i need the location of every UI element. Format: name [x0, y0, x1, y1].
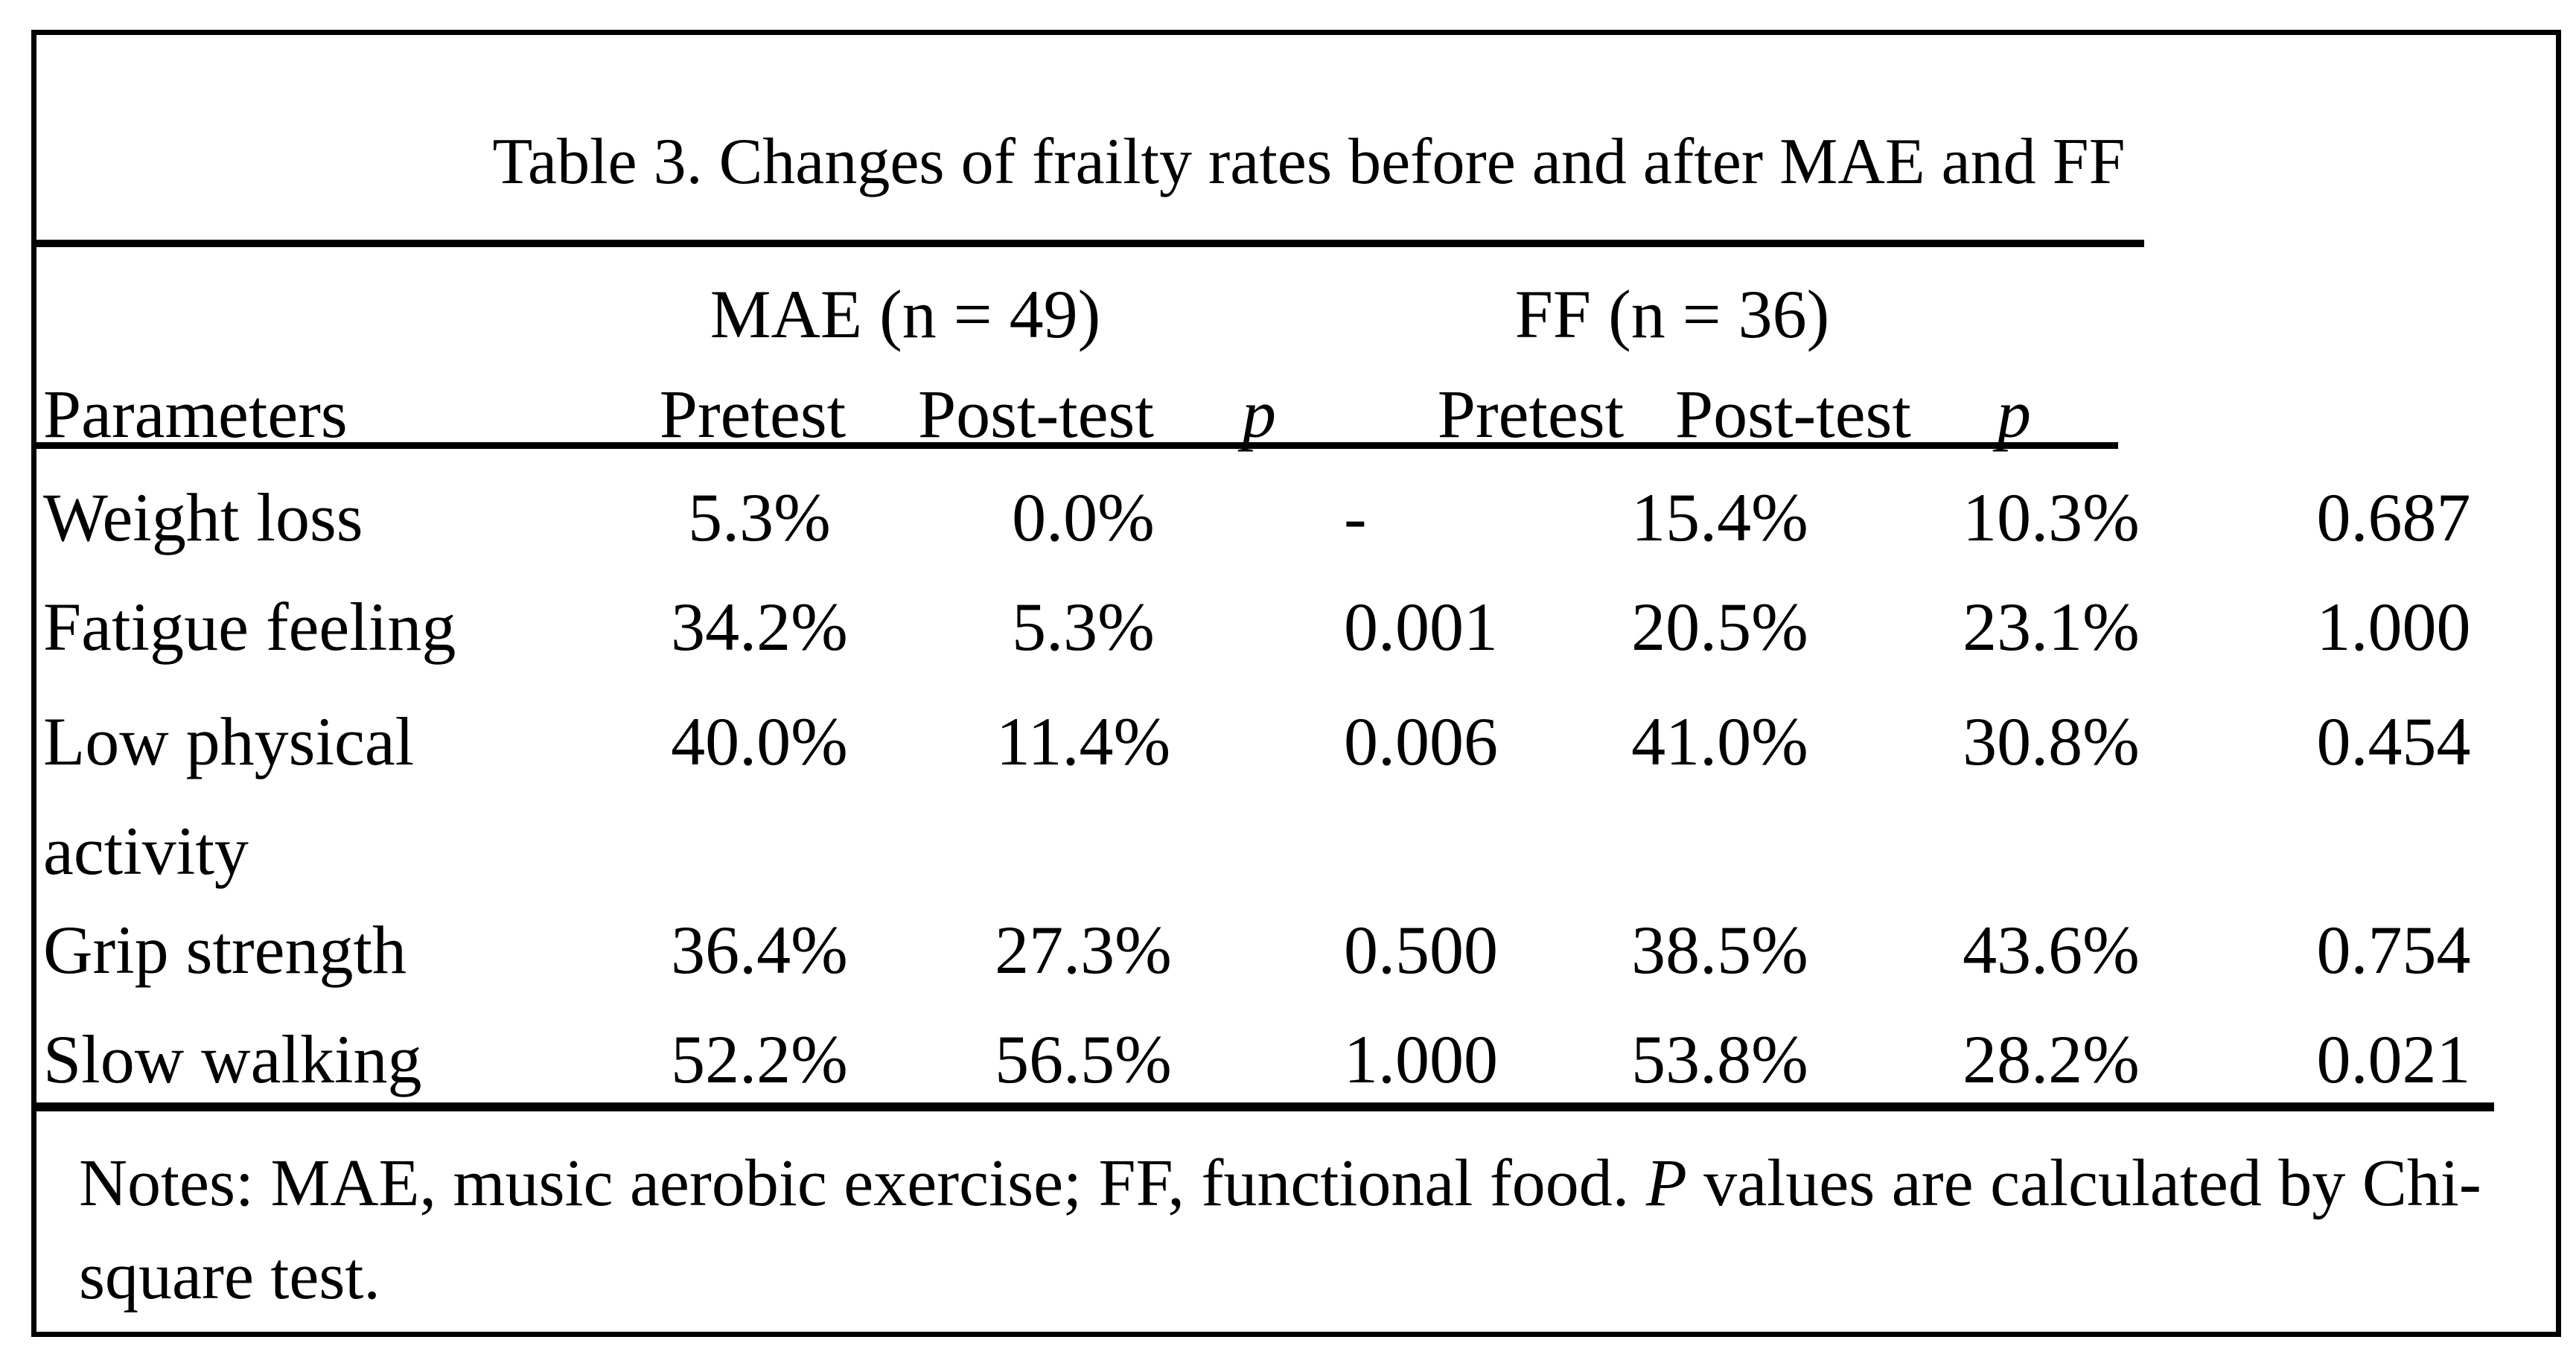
cell-ff-posttest: 10.3% [1963, 479, 2140, 555]
cell-ff-p: 0.454 [2316, 703, 2471, 779]
table-row: Weight loss 5.3% 0.0% - 15.4% 10.3% 0.68… [0, 463, 2576, 572]
group-header-mae: MAE (n = 49) [710, 276, 1101, 352]
notes-text: Notes: MAE, music aerobic exercise; FF, … [79, 1146, 1646, 1220]
table-row: Low physical activity 40.0% 11.4% 0.006 … [0, 687, 2576, 889]
header-rule [31, 442, 2118, 449]
cell-mae-p: 0.001 [1344, 589, 1498, 665]
col-header-posttest-mae: Post-test [918, 376, 1154, 452]
title-rule [31, 240, 2144, 247]
notes-p-italic: P [1645, 1146, 1687, 1220]
notes-line-2: square test. [79, 1221, 2536, 1332]
cell-mae-pretest: 34.2% [671, 589, 848, 665]
table-title: Table 3. Changes of frailty rates before… [492, 126, 2126, 198]
col-header-parameters: Parameters [43, 376, 348, 452]
cell-mae-posttest: 11.4% [995, 703, 1171, 779]
group-header-ff: FF (n = 36) [1514, 276, 1830, 352]
cell-ff-p: 0.687 [2316, 479, 2471, 555]
cell-mae-pretest: 5.3% [688, 479, 831, 555]
col-header-posttest-ff: Post-test [1675, 376, 1911, 452]
notes-text: square test. [79, 1239, 380, 1313]
cell-ff-pretest: 41.0% [1631, 703, 1808, 779]
table-outer-border [31, 30, 2561, 1337]
row-label: Slow walking [43, 1021, 422, 1097]
cell-ff-pretest: 38.5% [1631, 912, 1808, 988]
cell-ff-posttest: 43.6% [1963, 912, 2140, 988]
table-row: Fatigue feeling 34.2% 5.3% 0.001 20.5% 2… [0, 572, 2576, 682]
row-label: Fatigue feeling [43, 589, 456, 665]
cell-mae-p: - [1344, 479, 1367, 555]
cell-mae-posttest: 5.3% [1012, 589, 1155, 665]
row-label: Grip strength [43, 912, 407, 988]
notes-text: values are calculated by Chi- [1686, 1146, 2481, 1220]
cell-ff-p: 0.754 [2316, 912, 2471, 988]
col-header-pretest-ff: Pretest [1437, 376, 1625, 452]
col-header-p-mae: p [1242, 376, 1276, 452]
cell-ff-p: 0.021 [2316, 1021, 2471, 1097]
cell-mae-pretest: 52.2% [671, 1021, 848, 1097]
cell-mae-posttest: 0.0% [1012, 479, 1155, 555]
col-header-p-ff: p [1997, 376, 2031, 452]
group-header-row: MAE (n = 49) FF (n = 36) [0, 260, 2576, 369]
col-header-pretest-mae: Pretest [659, 376, 847, 452]
cell-ff-pretest: 20.5% [1631, 589, 1808, 665]
notes-line-1: Notes: MAE, music aerobic exercise; FF, … [79, 1128, 2536, 1239]
cell-ff-pretest: 53.8% [1631, 1021, 1808, 1097]
cell-mae-pretest: 36.4% [671, 912, 848, 988]
row-label: Low physical activity [43, 703, 415, 889]
row-label: Weight loss [43, 479, 363, 555]
cell-ff-posttest: 23.1% [1963, 589, 2140, 665]
cell-mae-p: 0.006 [1344, 703, 1498, 779]
column-header-row: Parameters Pretest Post-test p Pretest P… [0, 360, 2576, 469]
table-row: Grip strength 36.4% 27.3% 0.500 38.5% 43… [0, 896, 2576, 1005]
cell-ff-posttest: 30.8% [1963, 703, 2140, 779]
cell-mae-posttest: 56.5% [995, 1021, 1172, 1097]
cell-mae-pretest: 40.0% [671, 703, 848, 779]
footer-rule [31, 1102, 2494, 1111]
cell-ff-posttest: 28.2% [1963, 1021, 2140, 1097]
table-row: Slow walking 52.2% 56.5% 1.000 53.8% 28.… [0, 1005, 2576, 1114]
cell-mae-p: 0.500 [1344, 912, 1498, 988]
cell-mae-posttest: 27.3% [995, 912, 1172, 988]
cell-ff-p: 1.000 [2316, 589, 2471, 665]
cell-ff-pretest: 15.4% [1631, 479, 1808, 555]
cell-mae-p: 1.000 [1344, 1021, 1498, 1097]
